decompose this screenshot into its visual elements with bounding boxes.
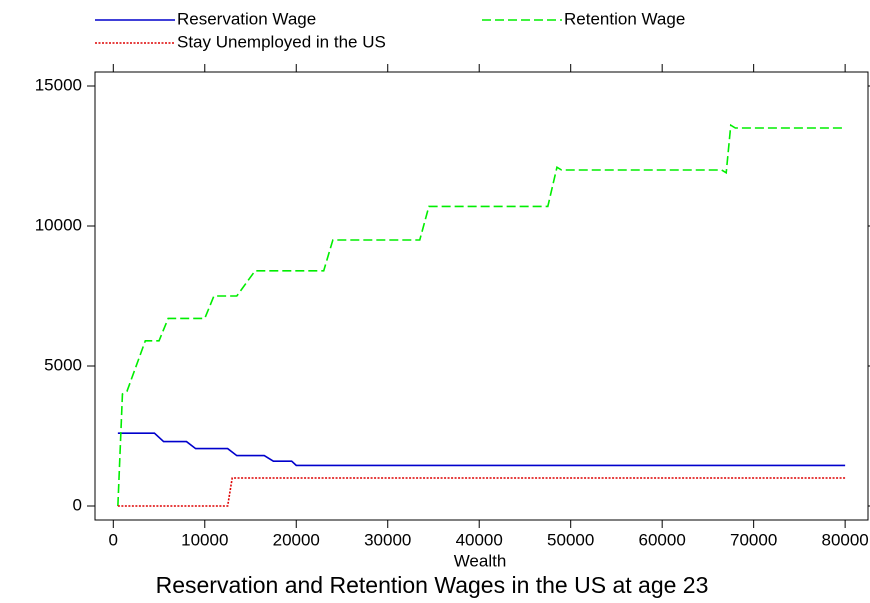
plot-frame xyxy=(94,71,869,521)
x-tick-label: 80000 xyxy=(821,530,868,549)
x-tick-label: 20000 xyxy=(273,530,320,549)
legend-label: Reservation Wage xyxy=(177,9,316,28)
chart-title: Reservation and Retention Wages in the U… xyxy=(156,572,709,598)
legend-label: Retention Wage xyxy=(564,9,685,28)
y-tick-label: 5000 xyxy=(44,355,82,374)
x-tick-label: 0 xyxy=(109,530,118,549)
x-tick-label: 60000 xyxy=(639,530,686,549)
y-tick-label: 10000 xyxy=(35,215,82,234)
x-tick-label: 50000 xyxy=(547,530,594,549)
series-line xyxy=(117,123,846,507)
y-tick-label: 15000 xyxy=(35,75,82,94)
x-tick-label: 30000 xyxy=(364,530,411,549)
legend-label: Stay Unemployed in the US xyxy=(177,32,386,51)
y-tick-label: 0 xyxy=(73,495,82,514)
x-tick-label: 70000 xyxy=(730,530,777,549)
series-line xyxy=(117,477,846,507)
series-line xyxy=(117,432,846,467)
x-axis-label: Wealth xyxy=(454,551,507,570)
x-tick-label: 40000 xyxy=(456,530,503,549)
x-tick-label: 10000 xyxy=(181,530,228,549)
